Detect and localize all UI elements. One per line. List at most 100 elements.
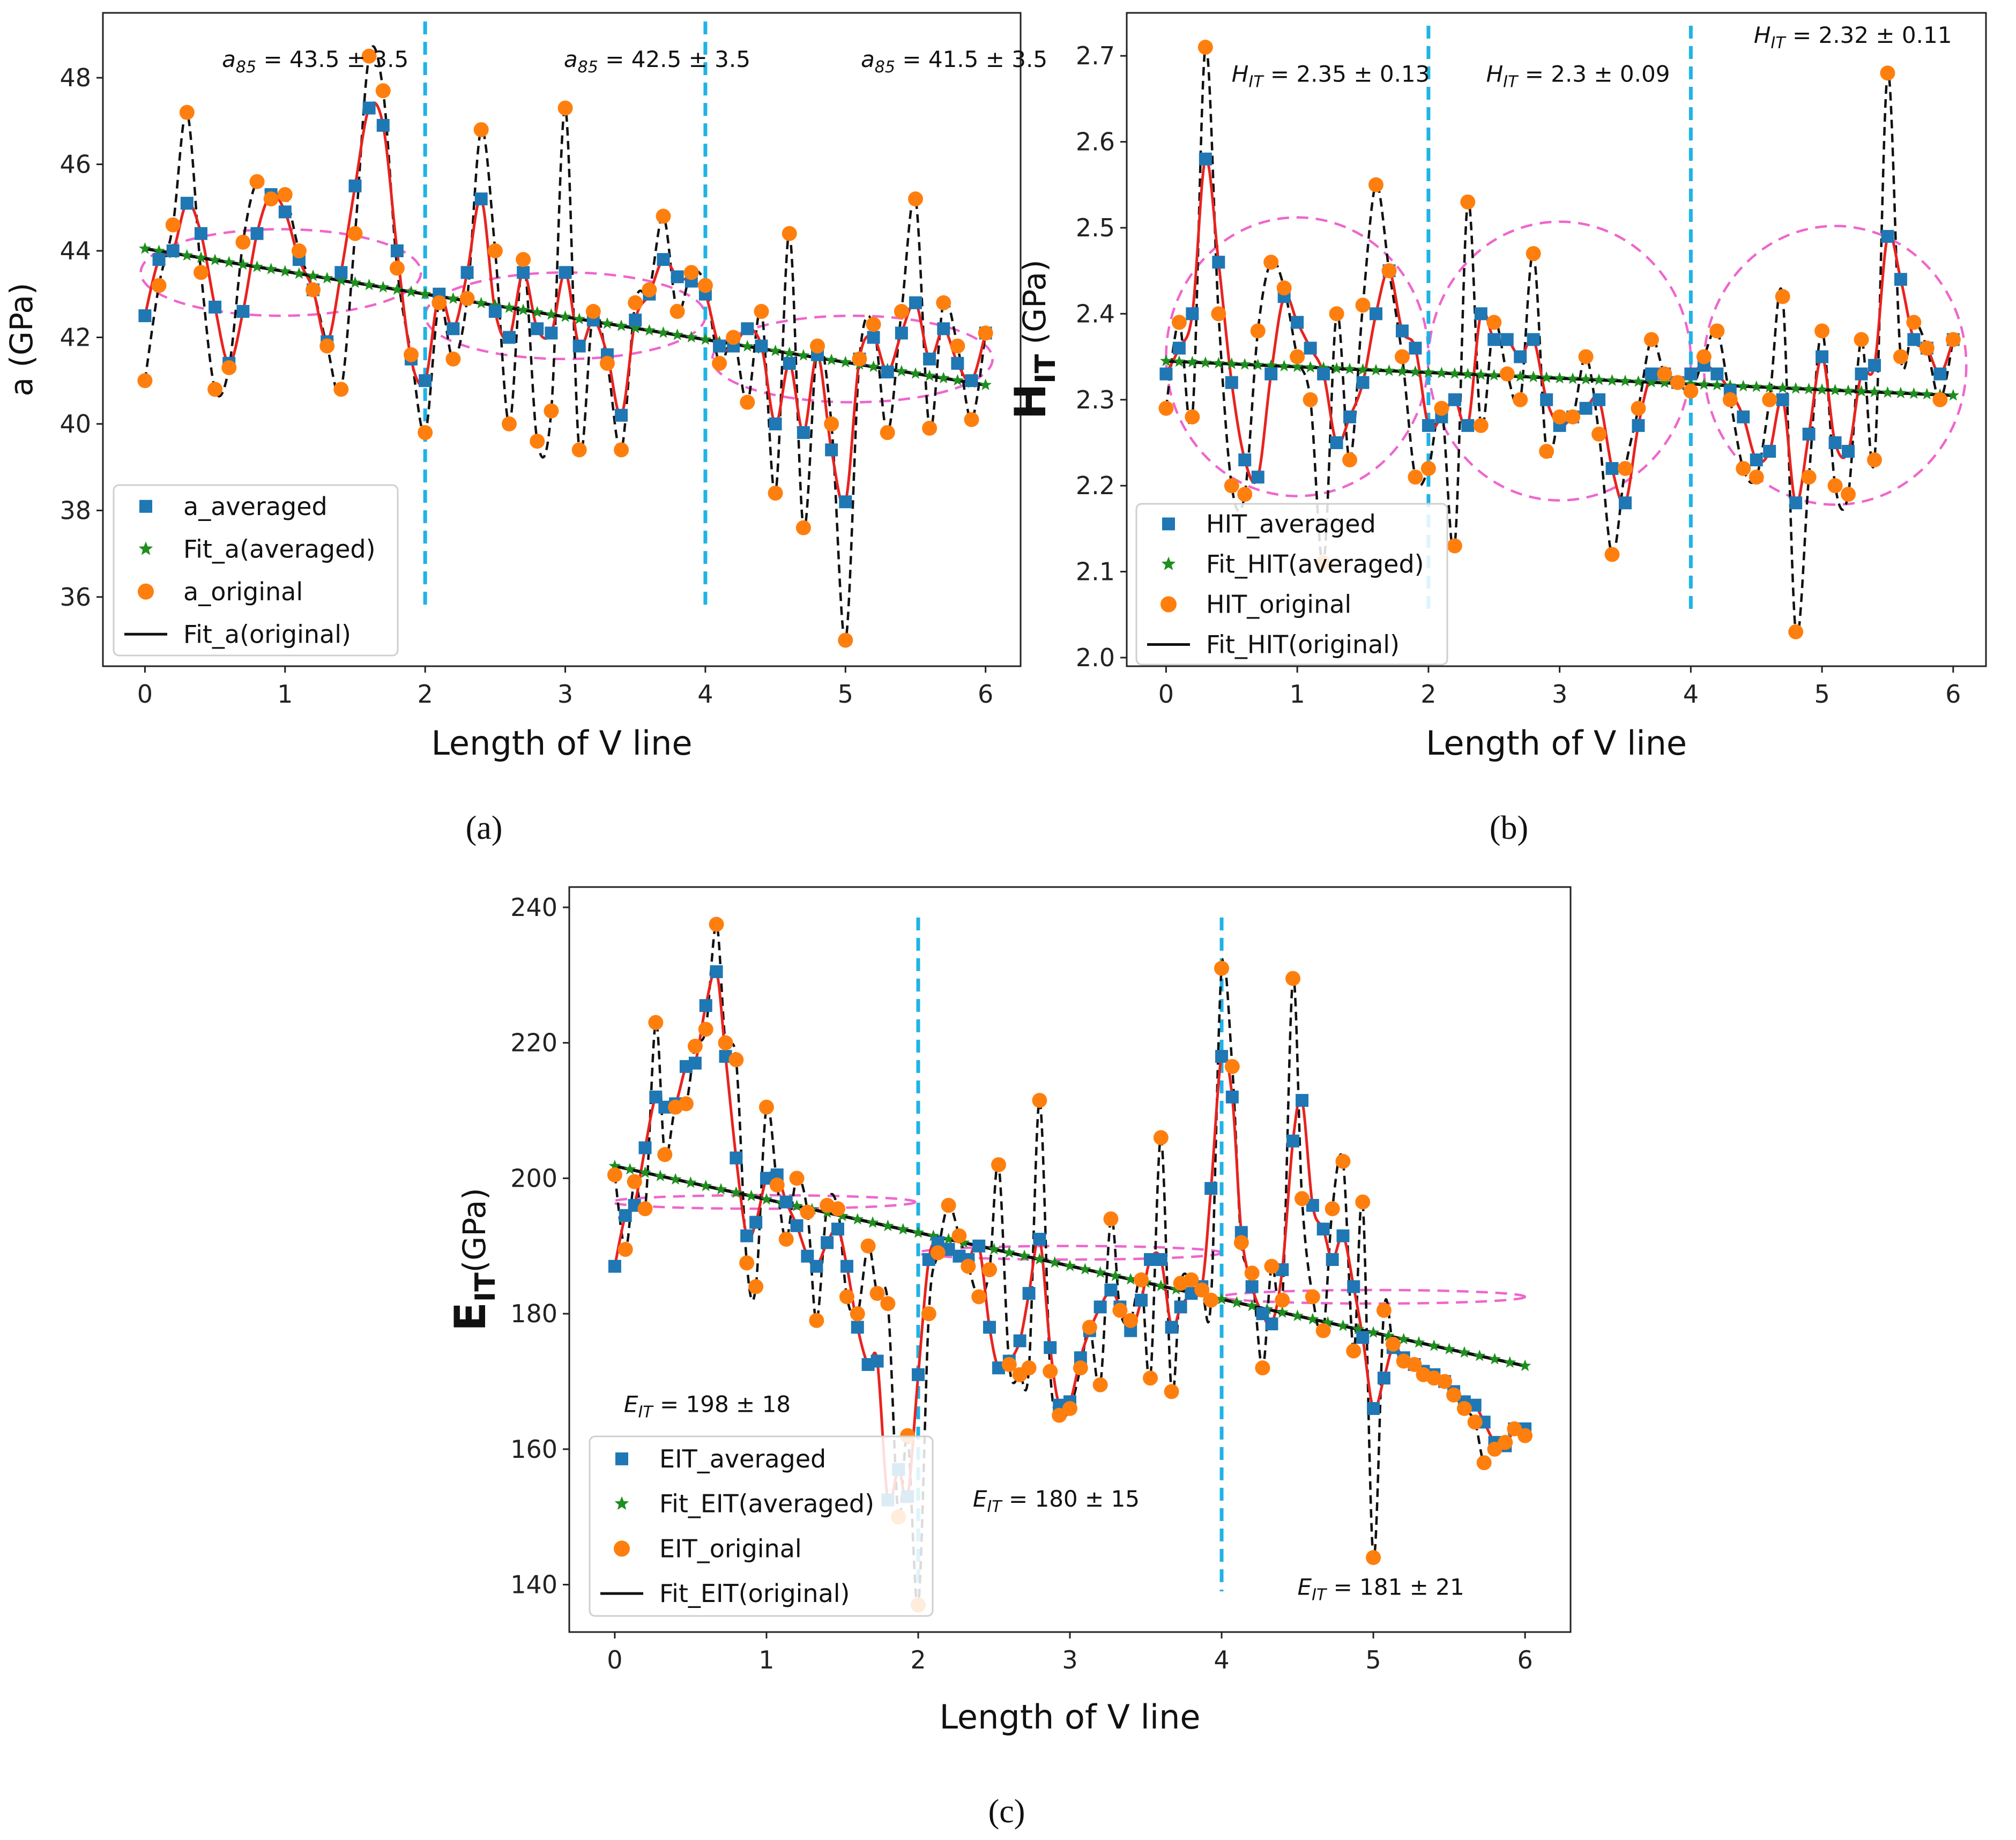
fit-averaged-marker bbox=[1155, 1279, 1167, 1291]
averaged-point bbox=[1894, 273, 1907, 286]
averaged-point bbox=[1286, 1134, 1300, 1148]
fit-averaged-marker bbox=[517, 303, 530, 316]
fit-averaged-marker bbox=[1435, 367, 1448, 378]
stat-value: = 43.5 ± 3.5 bbox=[256, 46, 408, 72]
original-point bbox=[726, 330, 741, 345]
original-point bbox=[1683, 383, 1699, 399]
fit-averaged-marker bbox=[608, 1159, 621, 1172]
original-point bbox=[1214, 960, 1230, 976]
original-point bbox=[1643, 332, 1659, 347]
original-point bbox=[830, 1201, 845, 1217]
averaged-point bbox=[1159, 367, 1173, 381]
averaged-point bbox=[1238, 453, 1252, 467]
original-point bbox=[361, 48, 377, 64]
original-point bbox=[1437, 1374, 1453, 1389]
fit-averaged-marker bbox=[851, 1213, 864, 1225]
original-point bbox=[739, 1255, 755, 1271]
fit-averaged-marker bbox=[279, 265, 292, 277]
averaged-point bbox=[278, 205, 292, 219]
fit-averaged-marker bbox=[363, 278, 375, 290]
fit-averaged-marker bbox=[1473, 1349, 1486, 1361]
fit-averaged-marker bbox=[1291, 360, 1304, 372]
averaged-point bbox=[1618, 496, 1632, 510]
fit-averaged-marker bbox=[1225, 357, 1238, 369]
x-tick-label: 5 bbox=[1814, 680, 1829, 709]
averaged-point bbox=[1225, 1090, 1239, 1104]
legend-marker-star bbox=[1161, 556, 1176, 570]
fit-averaged-marker bbox=[1109, 1269, 1122, 1282]
fit-averaged-marker bbox=[1278, 360, 1291, 371]
fit-averaged-marker bbox=[1458, 1346, 1471, 1358]
original-point bbox=[648, 1015, 664, 1030]
original-point bbox=[981, 1262, 997, 1277]
averaged-point bbox=[638, 1141, 652, 1154]
fit-averaged-marker bbox=[1186, 355, 1199, 368]
original-point bbox=[1184, 1272, 1199, 1287]
averaged-point bbox=[334, 266, 348, 279]
fit-averaged-marker bbox=[937, 371, 950, 384]
averaged-point bbox=[1212, 256, 1225, 269]
original-point bbox=[1194, 1282, 1210, 1298]
fit-averaged-marker bbox=[1033, 1253, 1046, 1265]
original-point bbox=[1237, 487, 1253, 502]
fit-averaged-marker bbox=[1264, 359, 1277, 371]
original-point bbox=[718, 1035, 733, 1051]
averaged-point bbox=[755, 339, 768, 353]
original-point bbox=[1275, 1292, 1290, 1308]
fit-averaged-marker bbox=[639, 1166, 651, 1178]
averaged-point bbox=[474, 192, 488, 206]
averaged-point bbox=[1316, 1223, 1330, 1236]
fit-averaged-marker bbox=[1352, 1323, 1365, 1335]
original-point bbox=[1932, 392, 1948, 407]
original-point bbox=[1263, 255, 1279, 270]
original-point bbox=[1749, 470, 1764, 485]
y-axis-label: a (GPa) bbox=[3, 282, 40, 396]
fit-averaged-marker bbox=[623, 1163, 636, 1175]
fit-averaged-marker bbox=[1422, 366, 1435, 378]
original-point bbox=[1552, 409, 1567, 424]
averaged-point bbox=[871, 1354, 884, 1368]
original-point bbox=[1578, 349, 1594, 364]
original-point bbox=[1866, 452, 1882, 468]
fit-averaged-marker bbox=[1306, 1313, 1319, 1325]
averaged-point bbox=[559, 266, 572, 279]
fit-averaged-marker bbox=[979, 378, 992, 390]
averaged-point bbox=[1579, 401, 1593, 415]
averaged-point bbox=[1605, 462, 1619, 475]
fit-averaged-marker bbox=[1921, 388, 1933, 400]
fit-averaged-marker bbox=[1475, 368, 1487, 380]
fit-averaged-marker bbox=[1776, 381, 1789, 393]
averaged-point bbox=[1527, 333, 1540, 346]
fit-averaged-marker bbox=[1816, 383, 1828, 395]
fit-averaged-marker bbox=[1370, 363, 1382, 376]
fit-averaged-marker bbox=[1397, 1332, 1410, 1345]
averaged-point bbox=[1763, 445, 1776, 458]
x-tick-label: 6 bbox=[1517, 1645, 1533, 1674]
original-point bbox=[1420, 461, 1436, 476]
averaged-point bbox=[447, 322, 460, 336]
original-point bbox=[971, 1289, 987, 1305]
fit-averaged-marker bbox=[825, 353, 838, 366]
fit-averaged-marker bbox=[153, 244, 165, 256]
averaged-point bbox=[1907, 333, 1921, 346]
x-tick-label: 1 bbox=[758, 1645, 774, 1674]
fit-averaged-marker bbox=[1894, 386, 1907, 399]
averaged-point bbox=[1881, 230, 1894, 243]
original-point bbox=[1244, 1265, 1260, 1281]
original-point bbox=[921, 1306, 936, 1322]
averaged-point bbox=[1172, 341, 1186, 355]
original-point bbox=[571, 442, 587, 458]
original-point bbox=[235, 234, 251, 250]
fit-averaged-marker bbox=[1684, 377, 1697, 390]
legend-box bbox=[113, 484, 399, 657]
legend-label: Fit_HIT(averaged) bbox=[1206, 550, 1424, 579]
original-point bbox=[687, 1038, 703, 1054]
fit-averaged-marker bbox=[1063, 1260, 1076, 1271]
original-point bbox=[1814, 323, 1830, 339]
original-point bbox=[1368, 177, 1383, 192]
x-axis-label: Length of V line bbox=[431, 724, 692, 763]
original-point bbox=[1276, 280, 1292, 296]
fit-averaged-marker bbox=[1317, 361, 1330, 374]
legend-label: HIT_averaged bbox=[1206, 510, 1376, 539]
